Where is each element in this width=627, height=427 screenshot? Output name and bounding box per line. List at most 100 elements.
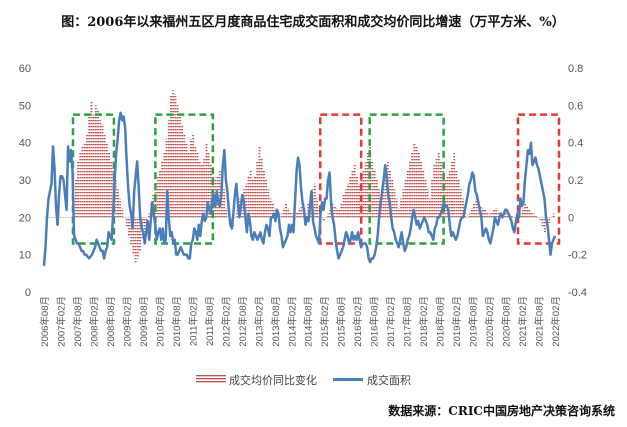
price-yoy-bar — [459, 189, 462, 218]
price-yoy-bar — [333, 206, 336, 218]
legend-swatch-price — [196, 375, 226, 384]
x-tick-label: 2009年08月 — [138, 296, 150, 347]
price-yoy-bar — [203, 157, 206, 218]
price-yoy-bar — [451, 161, 453, 218]
price-yoy-bar — [351, 170, 354, 218]
right-tick-label: -0.2 — [568, 250, 587, 262]
price-yoy-bar — [340, 202, 343, 218]
price-yoy-bar — [256, 161, 259, 218]
x-tick-label: 2012年02月 — [220, 296, 232, 347]
price-yoy-bar — [455, 170, 458, 218]
price-yoy-bar — [468, 213, 471, 218]
price-yoy-bar — [336, 208, 338, 218]
x-tick-label: 2014年08月 — [303, 296, 315, 347]
price-yoy-bar — [539, 217, 542, 222]
price-yoy-bar — [521, 208, 524, 218]
right-y-axis: 0.8 0.6 0.4 0.2 0 -0.2 -0.4 — [568, 63, 587, 299]
price-yoy-bar — [108, 152, 111, 218]
price-yoy-bar — [201, 165, 203, 218]
price-yoy-bar — [373, 170, 376, 218]
price-yoy-bar — [424, 180, 427, 218]
price-yoy-bar — [198, 161, 201, 218]
highlight-box — [318, 113, 363, 245]
left-tick-label: 0 — [25, 287, 31, 299]
price-yoy-bar — [220, 183, 223, 218]
price-yoy-bar — [404, 180, 407, 218]
price-yoy-bar — [176, 105, 179, 218]
highlight-box — [368, 113, 445, 245]
price-yoy-bar — [402, 189, 405, 218]
right-tick-label: 0.8 — [568, 63, 583, 75]
price-yoy-bar — [165, 138, 168, 218]
price-yoy-bars — [72, 90, 555, 264]
price-yoy-bar — [482, 208, 484, 218]
price-yoy-bar — [90, 101, 93, 218]
price-yoy-bar — [249, 170, 252, 218]
left-tick-label: 20 — [19, 212, 31, 224]
price-yoy-bar — [524, 202, 526, 218]
price-yoy-bar — [353, 165, 356, 218]
price-yoy-bar — [442, 170, 445, 218]
x-tick-label: 2007年08月 — [72, 296, 84, 347]
price-yoy-bar — [488, 213, 491, 218]
legend-item-price: 成交均价同比变化 — [196, 373, 317, 387]
x-tick-label: 2010年02月 — [154, 296, 166, 347]
price-yoy-bar — [486, 211, 489, 218]
x-tick-label: 2022年02月 — [550, 296, 562, 347]
price-yoy-bar — [296, 211, 299, 218]
price-yoy-bar — [143, 217, 146, 233]
price-yoy-bar — [420, 161, 422, 218]
price-yoy-bar — [271, 202, 274, 218]
price-yoy-bar — [163, 152, 166, 218]
price-yoy-bar — [358, 183, 360, 218]
price-yoy-bar — [411, 152, 414, 218]
x-tick-label: 2014年02月 — [286, 296, 298, 347]
price-yoy-bar — [103, 133, 106, 218]
price-yoy-bar — [247, 176, 250, 218]
price-yoy-bar — [136, 217, 139, 259]
left-tick-label: 30 — [19, 175, 31, 187]
price-yoy-bar — [473, 202, 476, 218]
price-yoy-bar — [535, 215, 537, 218]
price-yoy-bar — [329, 208, 332, 218]
price-yoy-bar — [495, 208, 498, 218]
price-yoy-bar — [477, 202, 480, 218]
price-yoy-bar — [417, 152, 420, 218]
price-yoy-bar — [92, 114, 95, 218]
price-yoy-bar — [192, 133, 195, 218]
price-yoy-bar — [74, 180, 77, 218]
x-tick-label: 2017年08月 — [402, 296, 414, 347]
x-tick-label: 2021年02月 — [517, 296, 529, 347]
price-yoy-bar — [134, 217, 137, 264]
price-yoy-bar — [128, 217, 130, 236]
price-yoy-bar — [86, 133, 88, 218]
price-yoy-bar — [132, 217, 135, 255]
price-yoy-bar — [409, 161, 411, 218]
price-yoy-bar — [265, 180, 268, 218]
x-tick-label: 2017年02月 — [385, 296, 397, 347]
price-yoy-bar — [369, 146, 372, 218]
x-tick-label: 2015年02月 — [319, 296, 331, 347]
right-tick-label: 0.6 — [568, 100, 583, 112]
price-yoy-bar — [400, 198, 403, 218]
price-yoy-bar — [289, 211, 292, 218]
price-yoy-bar — [114, 180, 117, 218]
x-tick-label: 2015年08月 — [336, 296, 348, 347]
price-yoy-bar — [190, 138, 192, 218]
price-yoy-bar — [139, 217, 141, 251]
price-yoy-bar — [313, 183, 316, 218]
price-yoy-bar — [462, 198, 464, 218]
x-tick-label: 2018年02月 — [418, 296, 430, 347]
price-yoy-bar — [344, 189, 347, 218]
price-yoy-bar — [105, 142, 108, 218]
right-tick-label: 0 — [568, 212, 574, 224]
legend: 成交均价同比变化 成交面积 — [196, 373, 411, 387]
price-yoy-bar — [187, 152, 190, 218]
price-yoy-bar — [364, 161, 367, 218]
price-yoy-bar — [437, 152, 440, 218]
price-yoy-bar — [552, 213, 555, 218]
x-tick-label: 2013年08月 — [270, 296, 282, 347]
price-yoy-bar — [183, 133, 186, 218]
price-yoy-bar — [431, 180, 433, 218]
x-tick-label: 2010年08月 — [171, 296, 183, 347]
